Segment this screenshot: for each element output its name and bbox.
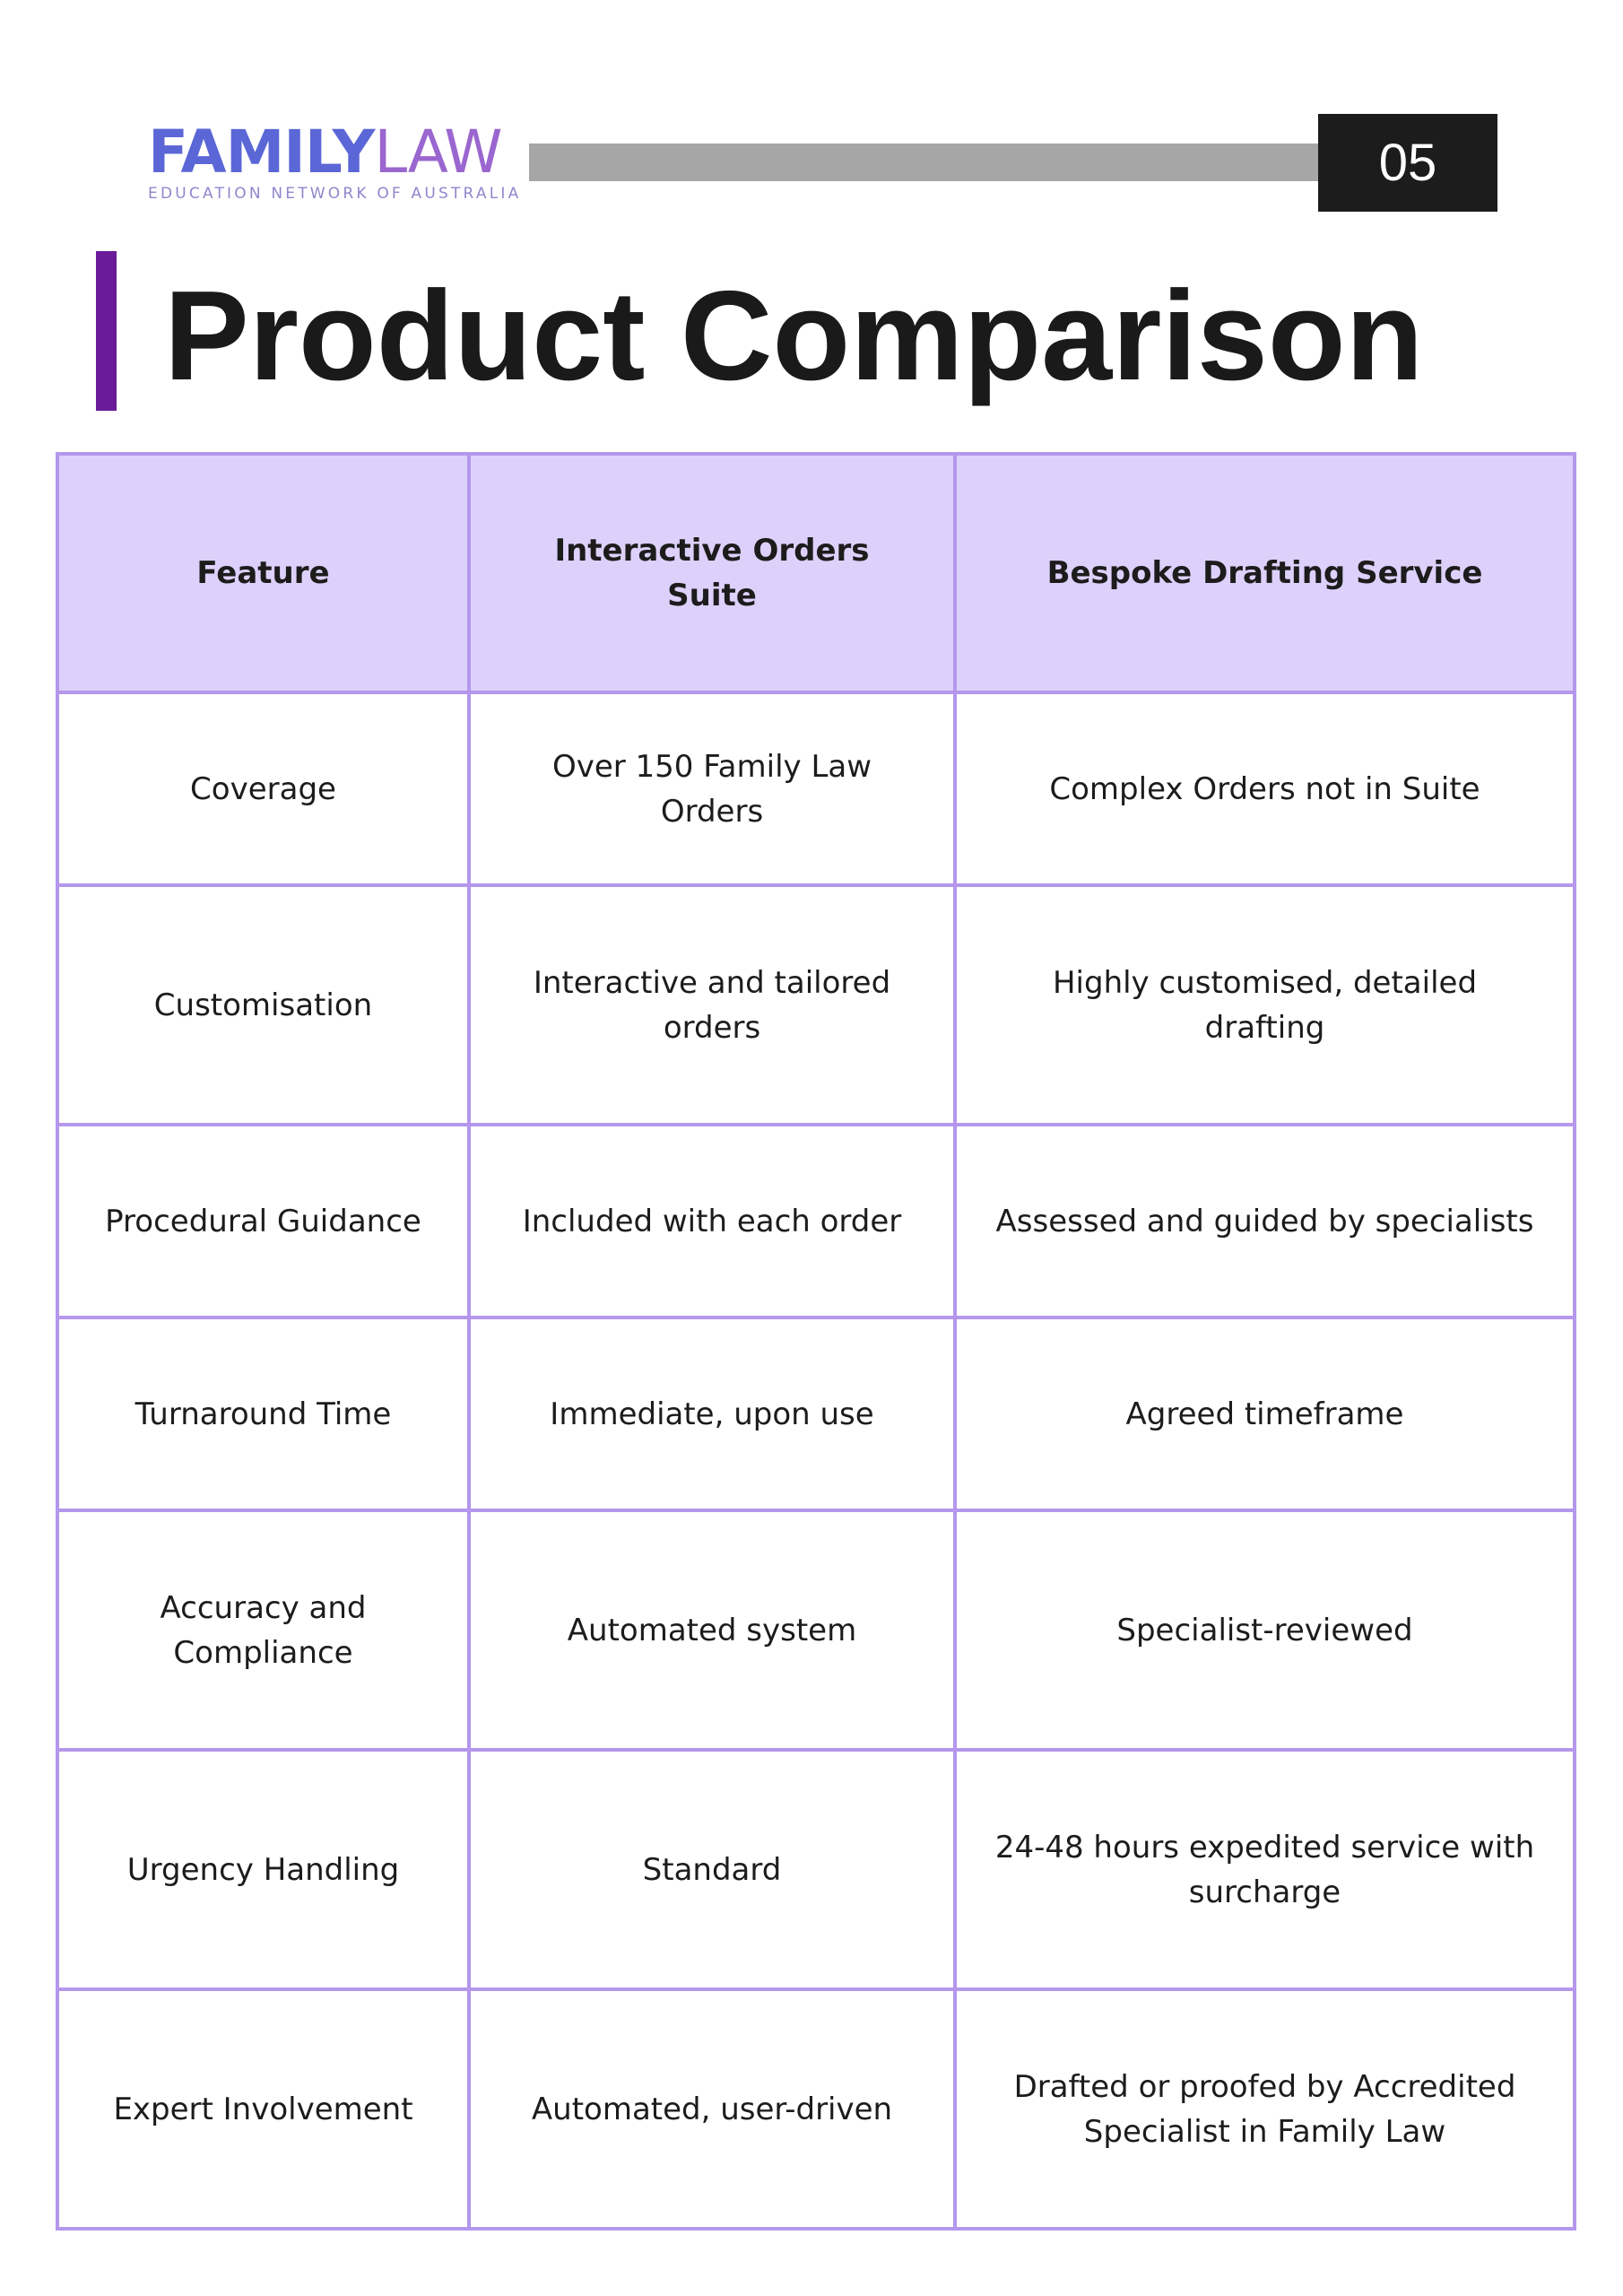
logo-subtitle: EDUCATION NETWORK OF AUSTRALIA — [148, 185, 522, 203]
title-accent-bar — [96, 251, 117, 411]
table-body: Coverage Over 150 Family Law Orders Comp… — [56, 691, 1576, 2231]
feature-cell: Urgency Handling — [56, 1748, 471, 1991]
bespoke-cell: Agreed timeframe — [953, 1316, 1576, 1512]
page-number: 05 — [1318, 114, 1497, 212]
suite-cell: Over 150 Family Law Orders — [467, 691, 957, 887]
header-divider-bar — [529, 144, 1318, 181]
feature-cell: Expert Involvement — [56, 1987, 471, 2231]
table-row: Coverage Over 150 Family Law Orders Comp… — [56, 691, 1576, 887]
logo-word-family: FAMILY — [148, 117, 375, 187]
logo-wordmark: FAMILYLAW — [148, 122, 529, 183]
column-header-bespoke-drafting-service: Bespoke Drafting Service — [953, 452, 1576, 694]
table-row: Customisation Interactive and tailored o… — [56, 883, 1576, 1126]
logo-word-law: LAW — [374, 117, 502, 187]
feature-cell: Customisation — [56, 883, 471, 1126]
column-header-feature: Feature — [56, 452, 471, 694]
bespoke-cell: Complex Orders not in Suite — [953, 691, 1576, 887]
table-row: Expert Involvement Automated, user-drive… — [56, 1987, 1576, 2231]
bespoke-cell: Assessed and guided by specialists — [953, 1123, 1576, 1319]
suite-cell: Immediate, upon use — [467, 1316, 957, 1512]
table-row: Urgency Handling Standard 24-48 hours ex… — [56, 1748, 1576, 1991]
table-row: Turnaround Time Immediate, upon use Agre… — [56, 1316, 1576, 1512]
table-header-row: Feature Interactive Orders Suite Bespoke… — [56, 452, 1576, 694]
table-row: Procedural Guidance Included with each o… — [56, 1123, 1576, 1319]
column-header-interactive-orders-suite: Interactive Orders Suite — [467, 452, 957, 694]
feature-cell: Coverage — [56, 691, 471, 887]
suite-cell: Interactive and tailored orders — [467, 883, 957, 1126]
feature-cell: Accuracy and Compliance — [56, 1509, 471, 1752]
suite-cell: Automated, user-driven — [467, 1987, 957, 2231]
feature-cell: Turnaround Time — [56, 1316, 471, 1512]
table-row: Accuracy and Compliance Automated system… — [56, 1509, 1576, 1752]
suite-cell: Automated system — [467, 1509, 957, 1752]
page-title: Product Comparison — [164, 265, 1424, 407]
suite-cell: Standard — [467, 1748, 957, 1991]
table-header: Feature Interactive Orders Suite Bespoke… — [56, 452, 1576, 694]
bespoke-cell: 24-48 hours expedited service with surch… — [953, 1748, 1576, 1991]
bespoke-cell: Drafted or proofed by Accredited Special… — [953, 1987, 1576, 2231]
family-law-logo: FAMILYLAW EDUCATION NETWORK OF AUSTRALIA — [148, 122, 529, 204]
comparison-table: Feature Interactive Orders Suite Bespoke… — [56, 452, 1576, 2231]
bespoke-cell: Specialist-reviewed — [953, 1509, 1576, 1752]
suite-cell: Included with each order — [467, 1123, 957, 1319]
feature-cell: Procedural Guidance — [56, 1123, 471, 1319]
bespoke-cell: Highly customised, detailed drafting — [953, 883, 1576, 1126]
